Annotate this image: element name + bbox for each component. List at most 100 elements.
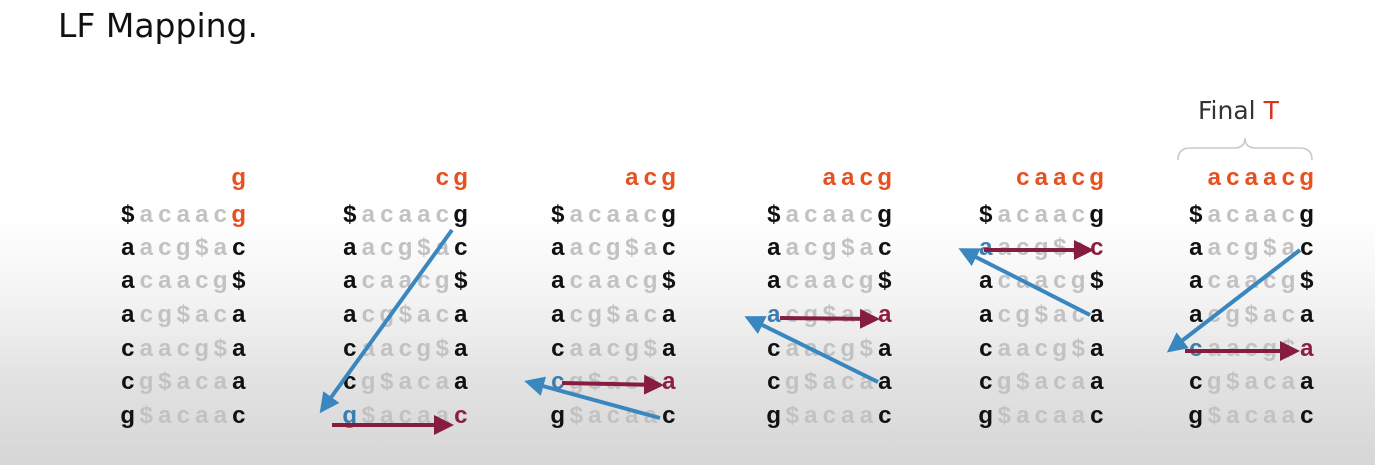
middle-char: a bbox=[361, 234, 375, 261]
middle-char: g bbox=[416, 335, 432, 362]
first-col-char: a bbox=[979, 234, 993, 261]
header-char: c bbox=[435, 164, 449, 191]
header-char: c bbox=[1281, 164, 1295, 191]
first-col-char: a bbox=[551, 301, 565, 328]
last-col-char: a bbox=[454, 301, 468, 328]
middle-char: c bbox=[859, 201, 873, 228]
middle-char: a bbox=[435, 234, 449, 261]
rotation-row: c a a c g $ a bbox=[765, 335, 895, 363]
middle-char: a bbox=[1016, 402, 1030, 429]
bwm-column-3: a c g $ a c a a c g a a c g $ a c a c a a c g $ a c g $ a c a c a a c g $ a c g… bbox=[513, 0, 678, 465]
middle-char: a bbox=[1034, 368, 1048, 395]
last-col-char: a bbox=[1300, 335, 1314, 362]
middle-char: a bbox=[1016, 267, 1030, 294]
middle-char: a bbox=[859, 368, 873, 395]
middle-char: a bbox=[997, 234, 1011, 261]
middle-char: a bbox=[1244, 267, 1258, 294]
middle-char: c bbox=[785, 267, 799, 294]
first-col-char: $ bbox=[979, 201, 993, 228]
first-col-char: a bbox=[121, 301, 135, 328]
middle-char: $ bbox=[361, 402, 375, 429]
rotation-row: c a a c g $ a bbox=[549, 335, 679, 363]
middle-char: a bbox=[1071, 402, 1085, 429]
header-char: a bbox=[1244, 164, 1258, 191]
middle-char: g bbox=[175, 234, 191, 261]
middle-char: a bbox=[1263, 301, 1277, 328]
middle-char: $ bbox=[841, 234, 855, 261]
rotation-row: a c g $ a c a bbox=[1187, 301, 1317, 329]
middle-char: a bbox=[643, 234, 657, 261]
header-char: a bbox=[841, 164, 855, 191]
middle-char: a bbox=[1053, 402, 1067, 429]
middle-char: c bbox=[417, 267, 431, 294]
rotation-row: c a a c g $ a bbox=[977, 335, 1107, 363]
middle-char: $ bbox=[417, 234, 431, 261]
rotation-row: c g $ a c a a bbox=[1187, 368, 1317, 396]
last-col-char: $ bbox=[662, 267, 676, 294]
middle-char: $ bbox=[1034, 301, 1048, 328]
middle-char: a bbox=[841, 301, 855, 328]
caption: LF Mapping. bbox=[58, 6, 258, 45]
last-col-char: a bbox=[454, 335, 468, 362]
middle-char: $ bbox=[1226, 368, 1240, 395]
middle-char: a bbox=[859, 234, 873, 261]
rotation-row: $ a c a a c g bbox=[977, 201, 1107, 229]
middle-char: g bbox=[434, 267, 450, 294]
middle-char: a bbox=[606, 201, 620, 228]
last-col-char: $ bbox=[1090, 267, 1104, 294]
last-col-char: c bbox=[232, 234, 246, 261]
first-col-char: g bbox=[1188, 402, 1204, 429]
middle-char: a bbox=[1226, 402, 1240, 429]
last-col-char: c bbox=[454, 234, 468, 261]
rotation-row: g $ a c a a c bbox=[977, 402, 1107, 430]
rotation-row: $ a c a a c g bbox=[765, 201, 895, 229]
middle-char: a bbox=[997, 335, 1011, 362]
first-col-char: a bbox=[551, 234, 565, 261]
middle-char: a bbox=[435, 402, 449, 429]
middle-char: c bbox=[822, 402, 836, 429]
middle-char: a bbox=[158, 402, 172, 429]
rotation-row: a a c g $ a c bbox=[341, 234, 471, 262]
first-col-char: g bbox=[766, 402, 782, 429]
final-label-prefix: Final bbox=[1198, 96, 1264, 125]
rotation-row: a c g $ a c a bbox=[977, 301, 1107, 329]
first-col-char: a bbox=[551, 267, 565, 294]
rotation-row: $ a c a a c g bbox=[1187, 201, 1317, 229]
first-col-char: a bbox=[343, 234, 357, 261]
middle-char: c bbox=[158, 234, 172, 261]
first-col-char: $ bbox=[1189, 201, 1203, 228]
header-char: a bbox=[625, 164, 639, 191]
middle-char: a bbox=[1053, 201, 1067, 228]
middle-char: c bbox=[841, 267, 855, 294]
middle-char: g bbox=[858, 267, 874, 294]
bwm-column-1: g $ a c a a c g a a c g $ a c a c a a c g $ a c g $ a c a c a a c g $ a c g $ a… bbox=[83, 0, 248, 465]
header-char: a bbox=[1053, 164, 1067, 191]
header-char: c bbox=[643, 164, 657, 191]
middle-char: a bbox=[625, 402, 639, 429]
middle-char: a bbox=[1053, 301, 1067, 328]
first-col-char: c bbox=[551, 368, 565, 395]
last-col-char: a bbox=[232, 335, 246, 362]
middle-char: $ bbox=[158, 368, 172, 395]
rotation-row: a a c g $ a c bbox=[1187, 234, 1317, 262]
middle-char: a bbox=[643, 368, 657, 395]
middle-char: c bbox=[625, 267, 639, 294]
first-col-char: c bbox=[767, 335, 781, 362]
rotation-row: a c a a c g $ bbox=[977, 267, 1107, 295]
first-col-char: c bbox=[979, 368, 993, 395]
rotation-row: a a c g $ a c bbox=[977, 234, 1107, 262]
last-col-char: a bbox=[662, 335, 676, 362]
middle-char: a bbox=[139, 234, 153, 261]
middle-char: $ bbox=[997, 402, 1011, 429]
middle-char: $ bbox=[139, 402, 153, 429]
middle-char: a bbox=[588, 402, 602, 429]
last-col-char: g bbox=[231, 201, 247, 228]
bwm-column-6: a c a a c g $ a c a a c g a a c g $ a c a c a a c g $ a c g $ a c a c a a c g $… bbox=[1151, 0, 1316, 465]
middle-char: $ bbox=[804, 368, 818, 395]
first-col-char: g bbox=[120, 402, 136, 429]
middle-char: c bbox=[139, 301, 153, 328]
middle-char: a bbox=[417, 402, 431, 429]
middle-char: $ bbox=[1053, 234, 1067, 261]
first-col-char: a bbox=[1189, 301, 1203, 328]
